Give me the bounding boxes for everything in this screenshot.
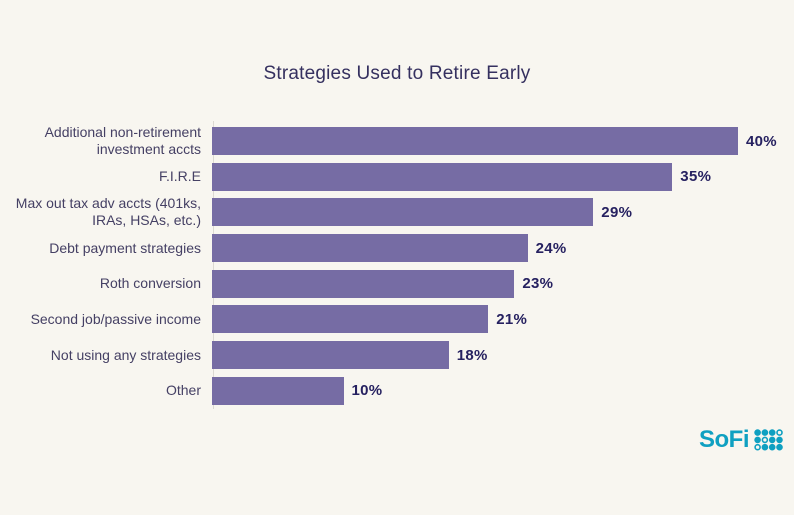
bar [212,127,738,155]
bar [212,269,515,298]
chart-row: Not using any strategies 18% [0,341,794,370]
bar-area: 10% [212,376,383,405]
value-label: 10% [351,382,383,400]
bar-chart: Additional non-retirement investment acc… [0,124,794,405]
value-label: 35% [680,168,712,186]
bar [212,341,449,370]
bar-area: 24% [212,234,567,263]
chart-title: Strategies Used to Retire Early [263,63,531,84]
sofi-logo: SoFi [699,426,783,454]
chart-row: Max out tax adv accts (401ks, IRAs, HSAs… [0,195,794,229]
chart-row: Other 10% [0,376,794,405]
value-label: 24% [535,239,567,257]
value-label: 40% [746,132,777,150]
category-label: Additional non-retirement investment acc… [44,124,201,157]
bar [212,234,528,263]
bar-area: 23% [212,269,554,298]
bar [212,198,594,227]
bar-area: 21% [212,305,528,334]
bar [212,162,673,191]
y-axis-line [213,121,214,409]
bar [212,305,489,334]
chart-row: Second job/passive income 21% [0,305,794,334]
sofi-dot-grid-icon [754,428,783,451]
category-label: F.I.R.E [158,168,201,185]
chart-row: Debt payment strategies 24% [0,234,794,263]
value-label: 18% [456,346,488,364]
chart-row: Additional non-retirement investment acc… [0,124,794,157]
value-label: 29% [601,203,633,221]
chart-row: F.I.R.E 35% [0,162,794,191]
bar-area: 29% [212,198,633,227]
category-label: Not using any strategies [50,346,201,363]
category-label: Second job/passive income [30,310,201,327]
value-label: 23% [522,275,554,293]
bar-area: 35% [212,162,712,191]
value-label: 21% [496,310,528,328]
bar [212,376,344,405]
sofi-wordmark: SoFi [699,426,750,453]
bar-area: 18% [212,341,488,370]
category-label: Other [165,382,201,399]
category-label: Max out tax adv accts (401ks, IRAs, HSAs… [15,195,201,229]
chart-row: Roth conversion 23% [0,269,794,298]
bar-area: 40% [212,127,777,155]
category-label: Debt payment strategies [49,239,201,256]
category-label: Roth conversion [99,275,201,292]
